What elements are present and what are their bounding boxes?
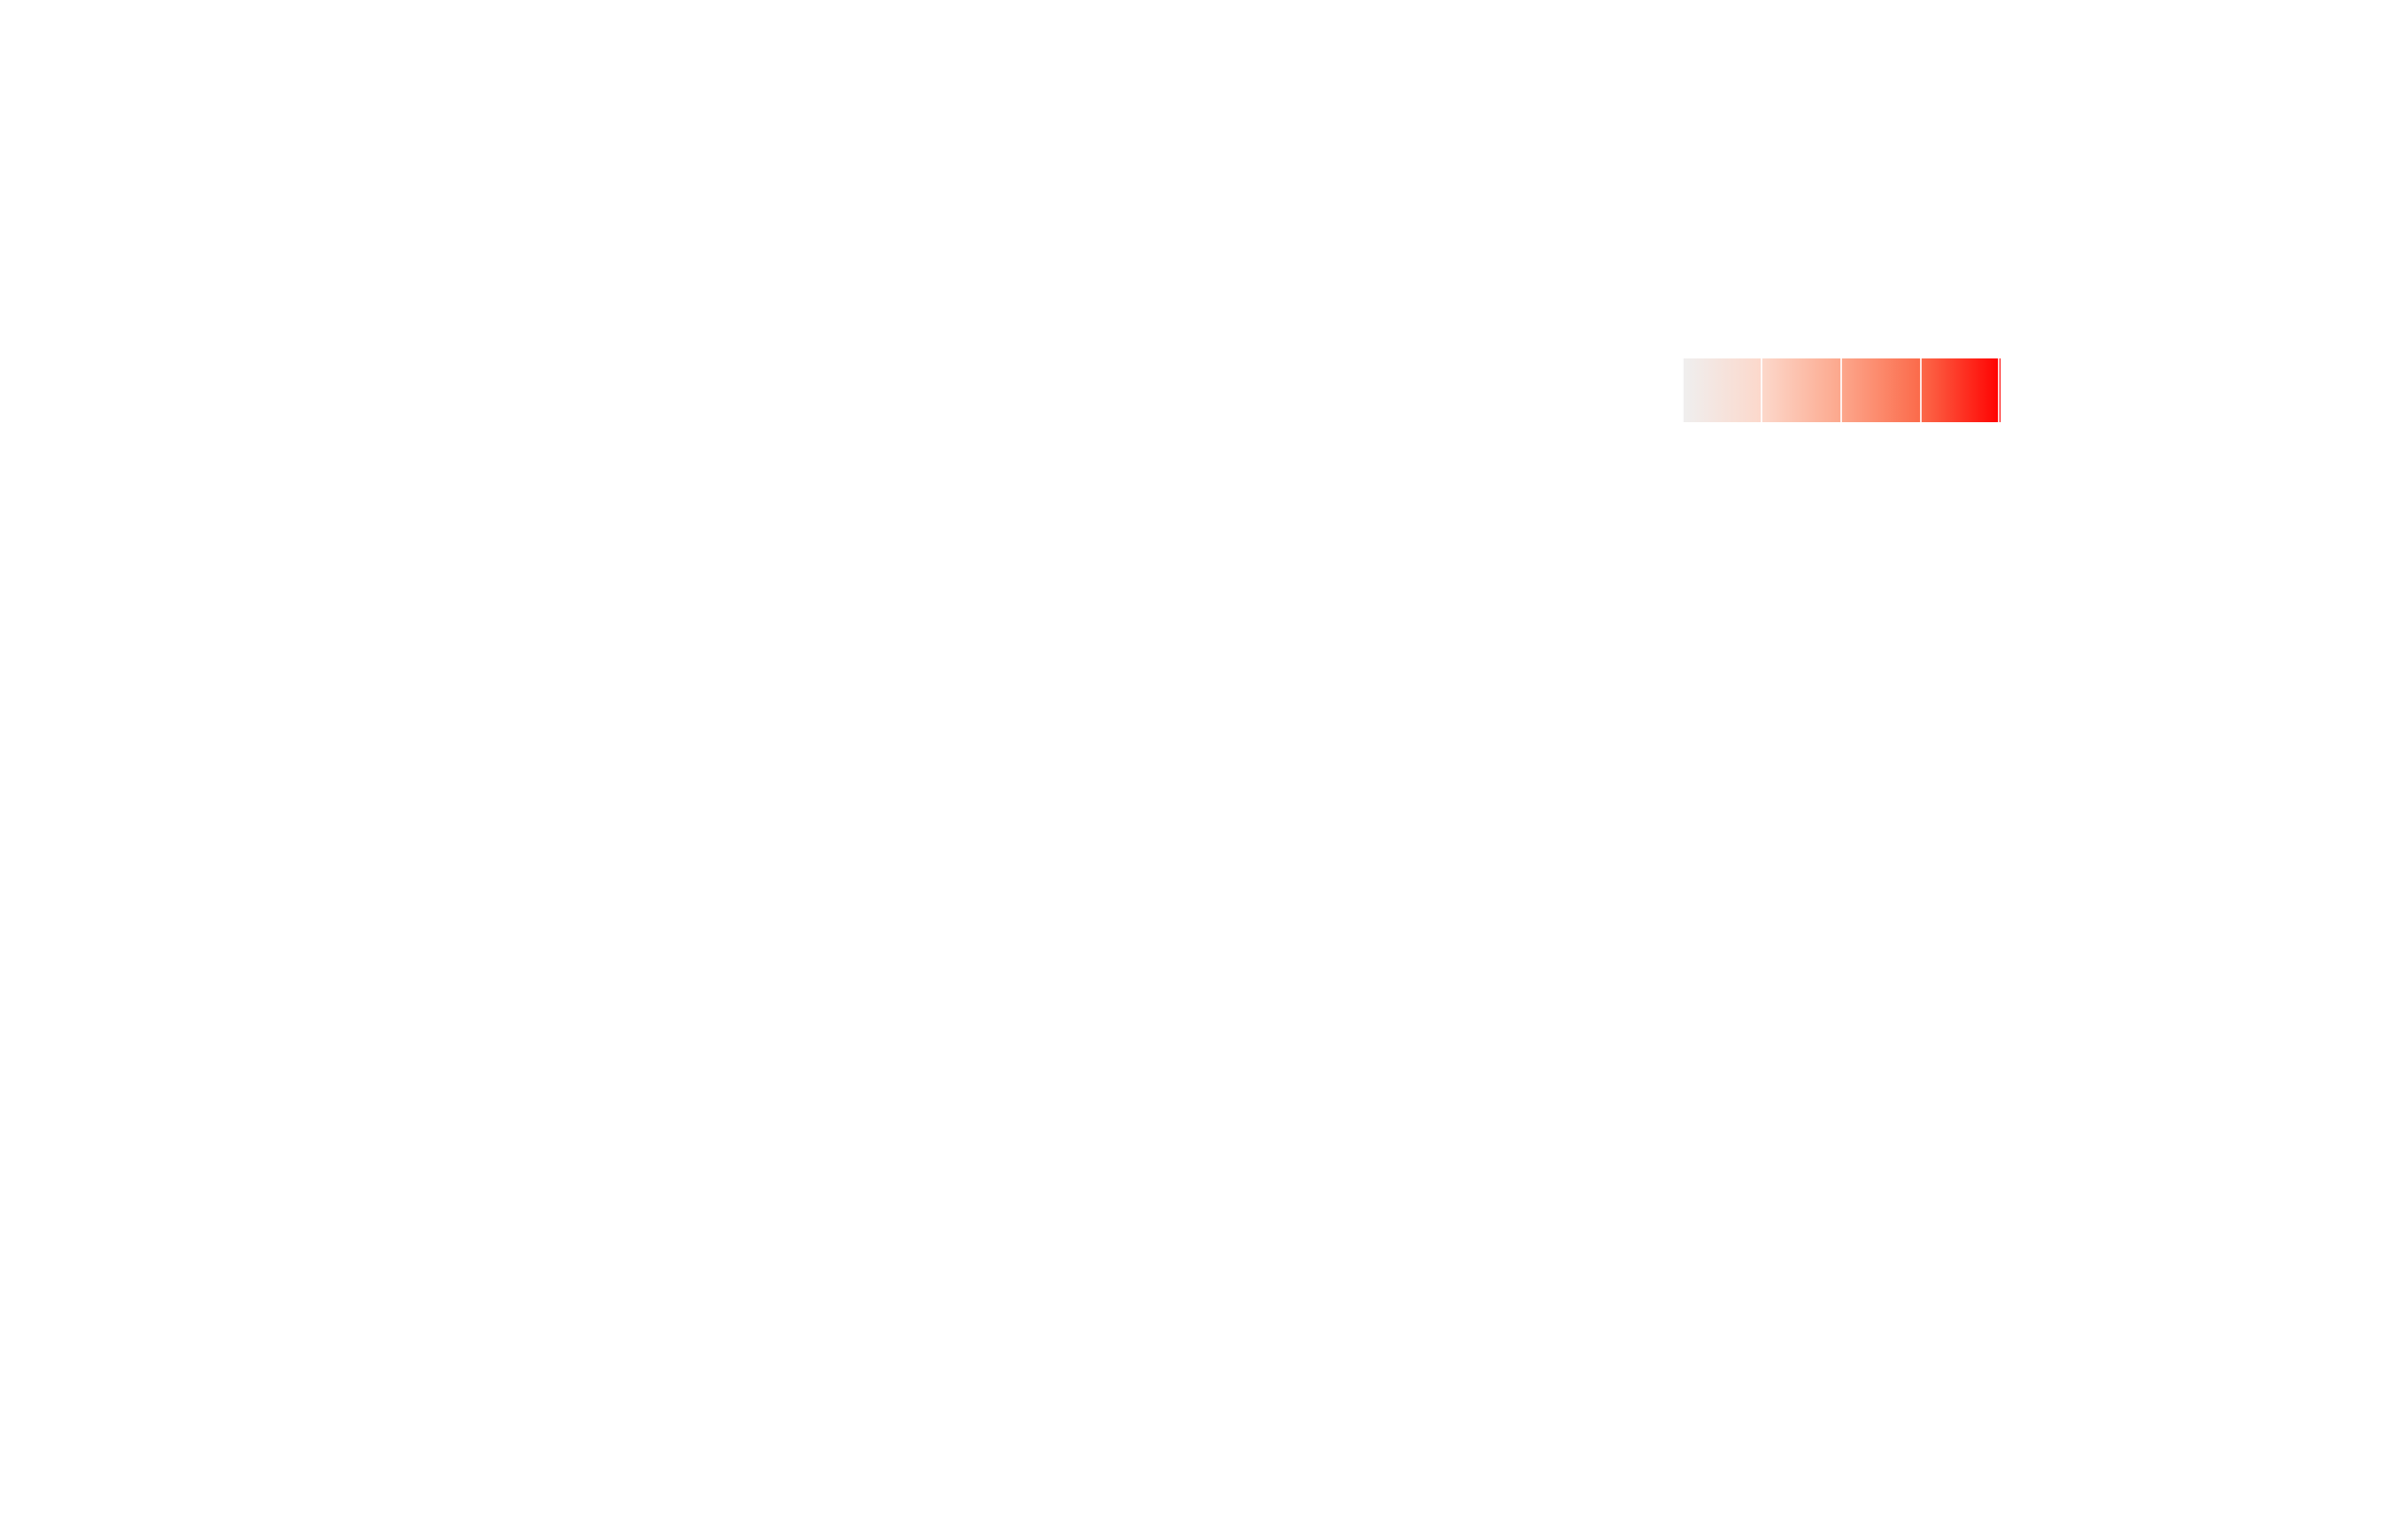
map	[1222, 584, 1972, 1006]
panel-title	[1222, 1041, 1972, 1103]
map	[451, 584, 1202, 1006]
panel-title	[451, 0, 1202, 62]
map	[1222, 64, 1972, 326]
map	[451, 64, 1202, 486]
panel-title	[451, 520, 1202, 582]
legend-tick	[1761, 358, 1762, 422]
legend-tick	[1920, 358, 1922, 422]
map	[1222, 1105, 1972, 1527]
color-legend	[1217, 358, 2067, 491]
legend-tick	[1682, 358, 1684, 422]
legend-tick	[1998, 358, 2000, 422]
legend-color-bar	[1682, 358, 2001, 422]
legend-tick	[1840, 358, 1842, 422]
panel-title	[451, 1041, 1202, 1103]
panel-title	[1222, 0, 1972, 62]
panel-title	[1222, 520, 1972, 582]
map	[451, 1105, 1202, 1527]
